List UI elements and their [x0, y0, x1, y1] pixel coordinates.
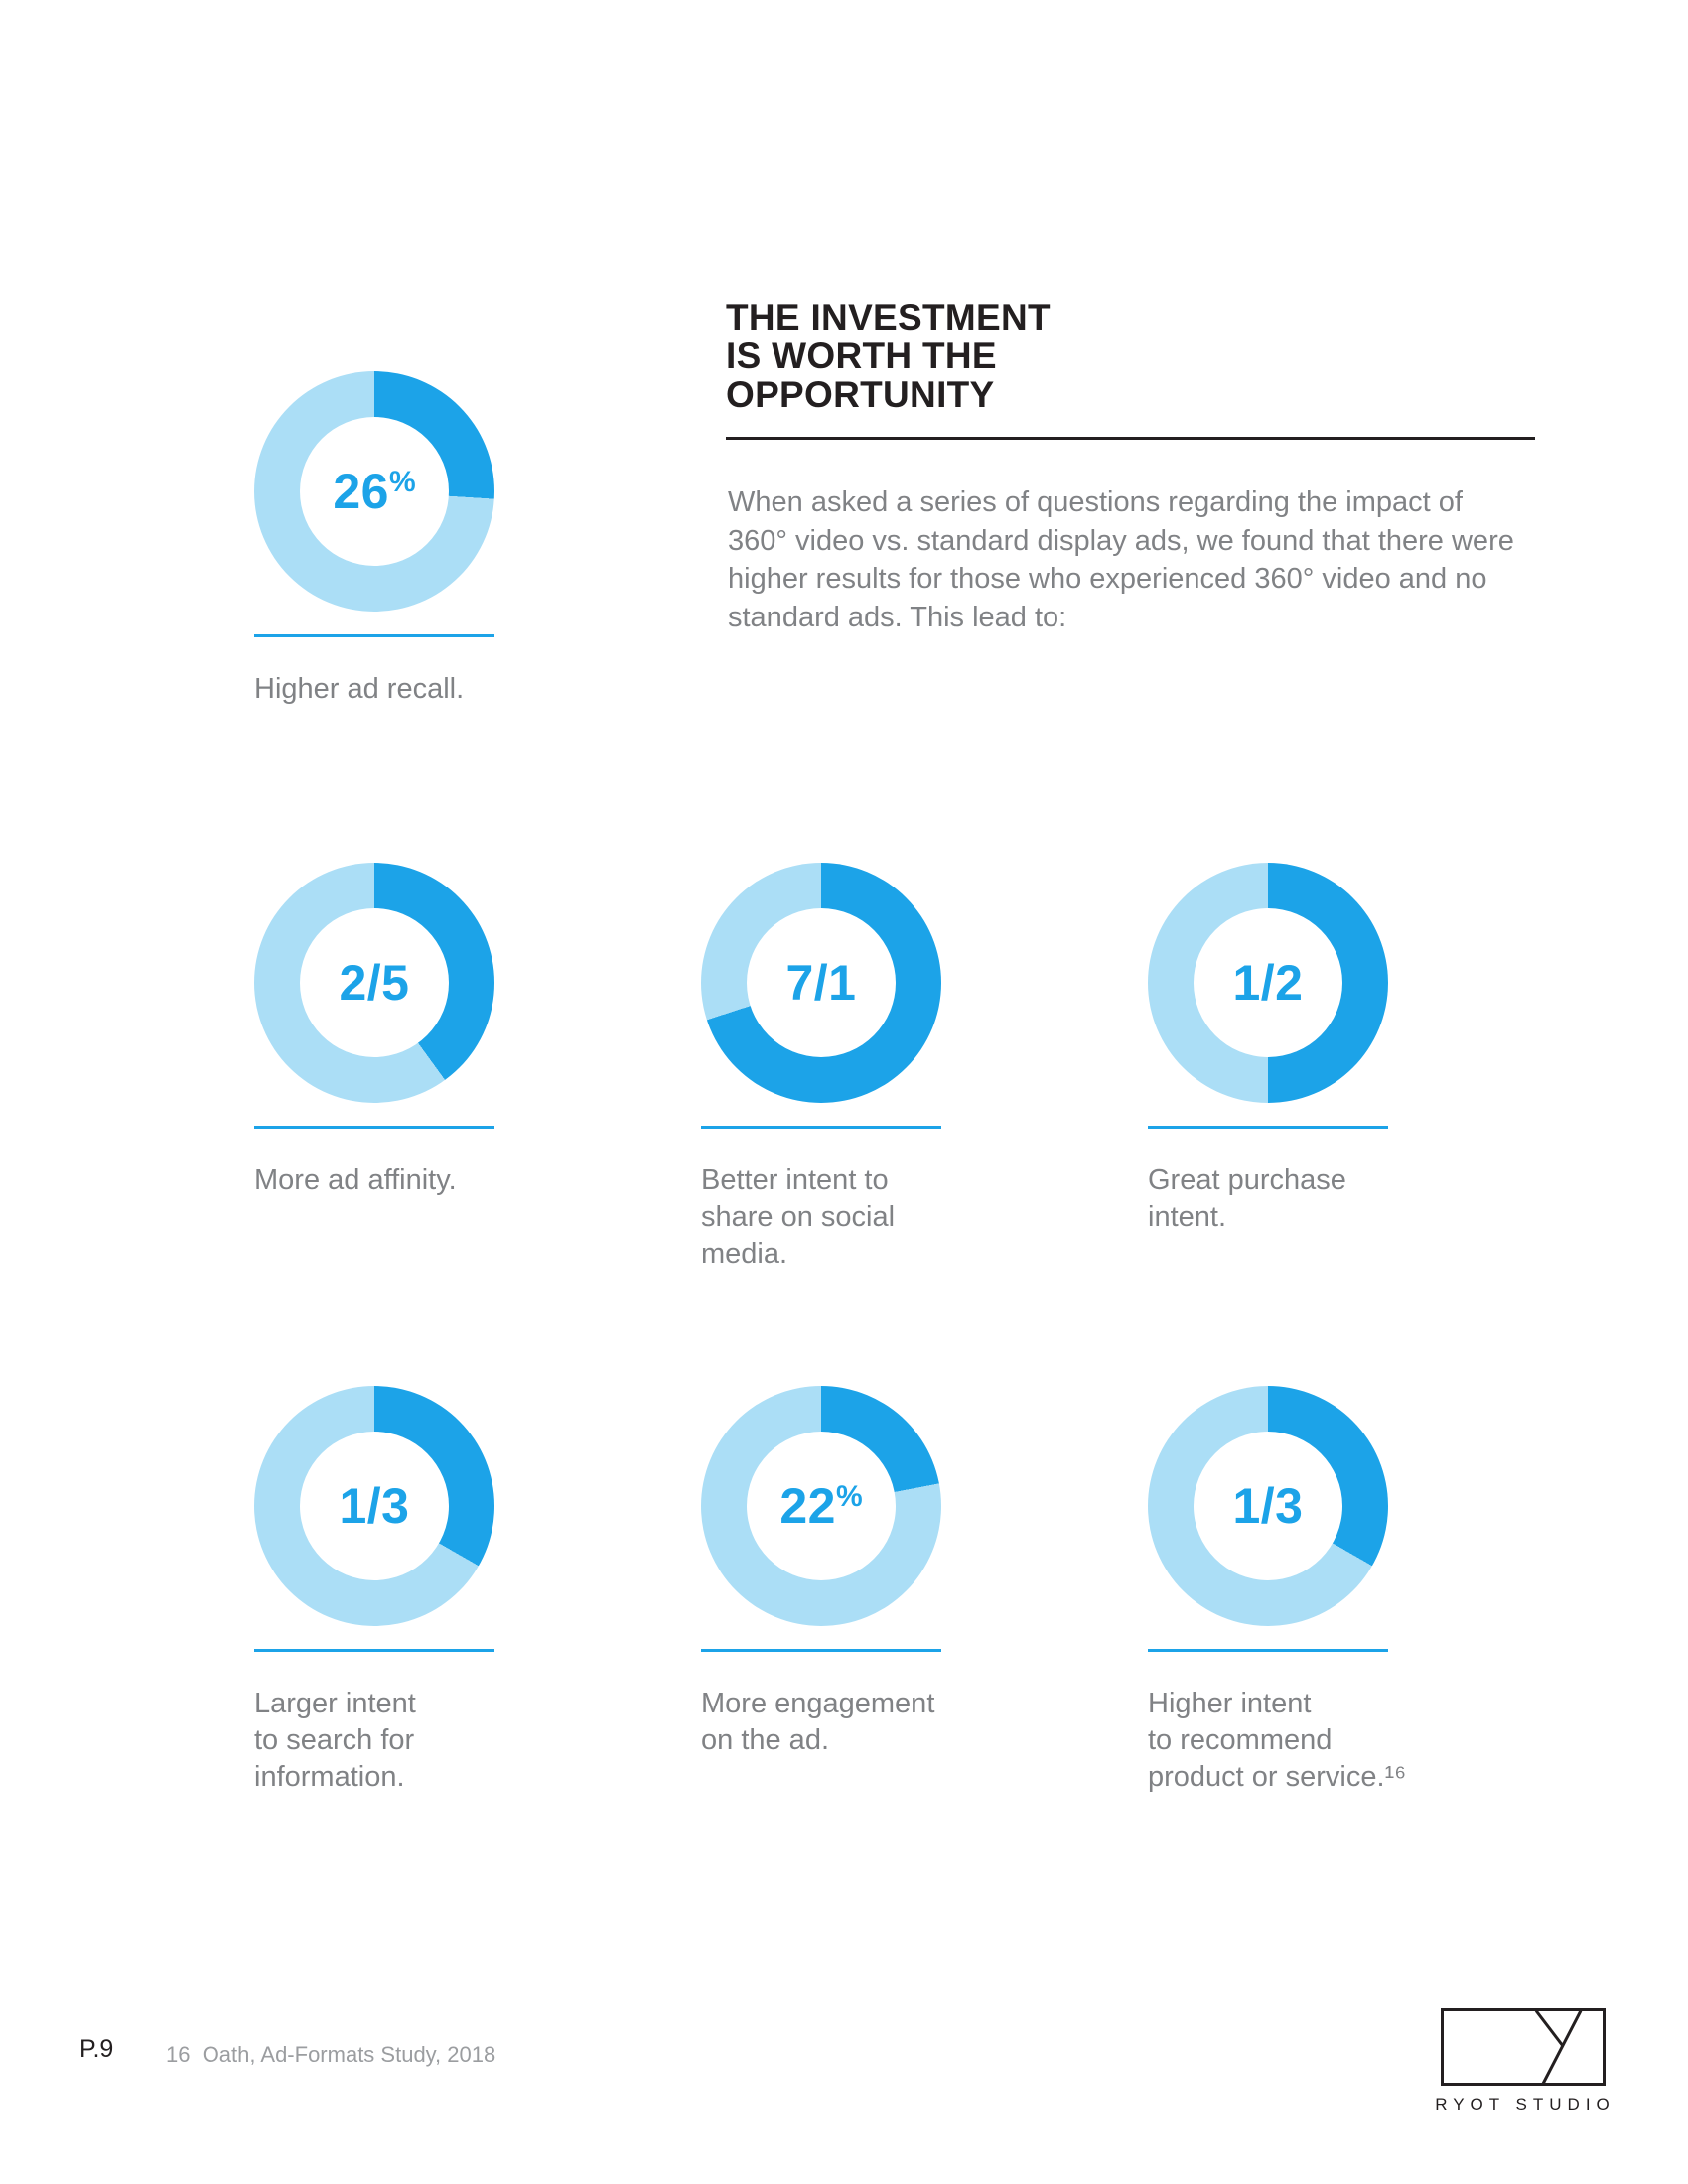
donut-value: 7/1 [785, 955, 857, 1011]
donut-cell: 26% Higher ad recall. [254, 371, 494, 708]
donut-value: 26% [333, 464, 416, 519]
donut-chart: 1/2 [1148, 863, 1388, 1103]
donut-value: 1/3 [1232, 1478, 1304, 1534]
donut-cell: 1/3 Higher intent to recommend product o… [1148, 1386, 1407, 1796]
donut-chart: 1/3 [1148, 1386, 1388, 1626]
donut-chart: 1/3 [254, 1386, 494, 1626]
donut-divider [254, 1126, 494, 1129]
donut-divider [254, 634, 494, 637]
donut-divider [254, 1649, 494, 1652]
donut-caption: Higher ad recall. [254, 673, 465, 705]
donut-value: 1/2 [1232, 955, 1304, 1011]
source-note: 16 Oath, Ad-Formats Study, 2018 [166, 2042, 496, 2067]
donut-value-suffix: % [835, 1480, 863, 1513]
donut-caption: Larger intent to search for information. [254, 1688, 416, 1793]
donut-divider [1148, 1649, 1388, 1652]
donut-divider [1148, 1126, 1388, 1129]
title-divider [726, 437, 1535, 440]
page-number: P.9 [79, 2035, 114, 2063]
donut-value: 1/3 [339, 1478, 410, 1534]
donut-caption: Great purchase intent. [1148, 1164, 1346, 1233]
donut-cell: 22% More engagement on the ad. [701, 1386, 941, 1759]
intro-paragraph: When asked a series of questions regardi… [728, 486, 1514, 633]
donut-chart: 22% [701, 1386, 941, 1626]
donut-cell: 2/5 More ad affinity. [254, 863, 494, 1199]
ryot-logo-text: RYOT STUDIO [1435, 2095, 1616, 2114]
donut-caption: Higher intent to recommend product or se… [1148, 1688, 1407, 1793]
donut-divider [701, 1126, 941, 1129]
donut-value: 22% [779, 1478, 863, 1534]
donut-value: 2/5 [339, 955, 410, 1011]
donut-cell: 1/2 Great purchase intent. [1148, 863, 1388, 1236]
donut-chart: 7/1 [701, 863, 941, 1103]
donut-value-suffix: % [388, 466, 416, 498]
donut-chart: 2/5 [254, 863, 494, 1103]
donut-divider [701, 1649, 941, 1652]
donut-caption: More engagement on the ad. [701, 1688, 935, 1756]
donut-chart: 26% [254, 371, 494, 612]
donut-cell: 1/3 Larger intent to search for informat… [254, 1386, 494, 1796]
donut-cell: 7/1 Better intent to share on social med… [701, 863, 941, 1273]
donut-caption: More ad affinity. [254, 1164, 457, 1196]
donut-caption: Better intent to share on social media. [701, 1164, 896, 1270]
ryot-logo-icon [1441, 2008, 1606, 2086]
page-title: THE INVESTMENT IS WORTH THE OPPORTUNITY [726, 297, 1051, 415]
